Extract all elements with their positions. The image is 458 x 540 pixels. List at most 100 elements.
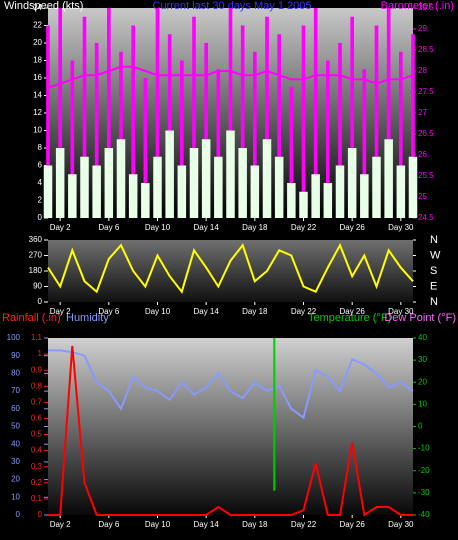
y2-tick-label: 29.5 [418,3,434,12]
bar [167,34,172,218]
y3-tick-label: 50 [11,422,20,431]
bar [104,148,114,218]
bar [287,183,296,218]
y3-tick-label: 20 [11,475,20,484]
bar [262,139,272,218]
y-tick-label: 1.1 [31,333,43,342]
y2-tick-label: 27 [418,108,427,117]
axis-label: Rainfall (.in) [2,312,61,324]
x-tick-label: Day 26 [339,223,365,232]
bar [201,139,211,218]
y-tick-label: 360 [29,235,43,244]
y2-tick-label: 28.5 [418,45,434,54]
y2-tick-label: -20 [418,466,430,475]
x-tick-label: Day 30 [388,307,414,316]
y-tick-label: 6 [38,161,43,170]
y3-tick-label: 30 [11,457,20,466]
bar [335,165,345,218]
bar [214,156,223,218]
bar [107,8,111,218]
line [47,242,414,294]
y3-tick-label: 100 [7,333,21,342]
y2-tick-label: 40 [418,333,427,342]
y2-tick-label: S [430,265,437,277]
y2-tick-label: N [430,234,438,246]
axis-label: Humidity [66,312,109,324]
y-tick-label: 14 [33,91,42,100]
x-tick-label: Day 22 [291,307,317,316]
bar [347,148,357,218]
bar [250,165,260,218]
bar [68,174,77,218]
y3-tick-label: 70 [11,386,20,395]
bar [204,43,208,218]
y-tick-label: 8 [38,143,43,152]
y2-tick-label: 25.5 [418,171,434,180]
x-tick-label: Day 18 [242,307,268,316]
bar [143,78,148,218]
x-tick-label: Day 30 [388,223,414,232]
bar [177,165,187,218]
bar [326,60,330,218]
bar [189,148,199,218]
bar [238,148,247,218]
y3-tick-label: 90 [11,351,20,360]
y2-tick-label: 10 [418,399,427,408]
bar [155,8,160,218]
bar [372,156,381,218]
bar [55,148,65,218]
y-tick-label: 24 [33,3,42,12]
bar [274,156,284,218]
bar [226,130,235,218]
bar [313,8,318,218]
line [48,349,414,420]
bar [92,165,101,218]
axis-label: Barometer (.in) [381,0,454,12]
x-tick-label: Day 26 [339,307,365,316]
y-tick-label: 0 [38,213,43,222]
y2-tick-label: 26 [418,150,427,159]
x-tick-label: Day 2 [50,520,71,529]
y3-tick-label: 0 [16,510,21,519]
y-tick-label: 0.4 [31,446,43,455]
bar [301,25,306,218]
x-tick-label: Day 30 [388,520,414,529]
bar [299,191,308,218]
x-tick-label: Day 22 [291,520,317,529]
y2-tick-label: 24.5 [418,213,434,222]
y2-tick-label: -40 [418,510,430,519]
bar [70,60,75,218]
bar [399,51,403,218]
bar [43,165,53,218]
y2-tick-label: N [430,296,438,308]
y2-tick-label: 27.5 [418,87,434,96]
bar [289,86,294,218]
y-tick-label: 22 [33,21,42,30]
y2-tick-label: 25 [418,192,427,201]
bar [350,16,354,218]
bar [277,34,281,218]
y-tick-label: 0.8 [31,381,43,390]
line [48,345,413,517]
y-tick-label: 10 [33,126,42,135]
y2-tick-label: 28 [418,66,427,75]
bar [253,51,257,218]
bar [384,139,393,218]
x-tick-label: Day 26 [339,520,365,529]
line [47,65,414,89]
bar [323,183,333,218]
y-tick-label: 90 [33,282,42,291]
y-tick-label: 270 [29,251,43,260]
axis-label: Windspeed (kts) [4,0,83,12]
bar [386,8,391,218]
x-tick-label: Day 18 [242,223,268,232]
y-tick-label: 12 [33,108,42,117]
bar [141,183,150,218]
bar [82,16,87,218]
y-tick-label: 180 [29,266,43,275]
y-tick-label: 0.7 [31,397,43,406]
y3-tick-label: 80 [11,369,20,378]
bar [374,25,379,218]
y2-tick-label: 26.5 [418,129,434,138]
